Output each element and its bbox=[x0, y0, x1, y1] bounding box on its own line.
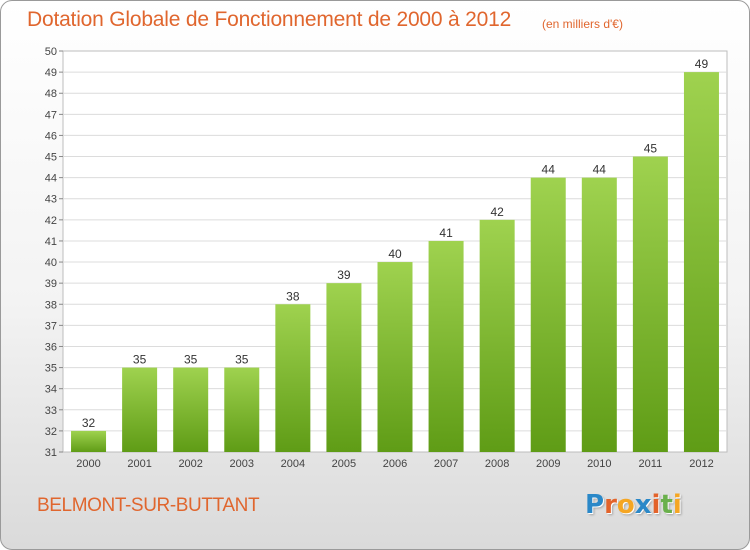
x-tick-label-2009: 2009 bbox=[536, 458, 560, 470]
x-tick-label-2012: 2012 bbox=[689, 458, 713, 470]
data-label-2006: 40 bbox=[388, 247, 402, 261]
logo-letter: i bbox=[672, 490, 682, 520]
data-label-2007: 41 bbox=[439, 226, 453, 240]
bar-2007 bbox=[428, 240, 464, 452]
data-label-2011: 45 bbox=[644, 142, 658, 156]
logo-letter: x bbox=[634, 490, 652, 520]
y-tick-label: 37 bbox=[45, 320, 57, 332]
data-label-2004: 38 bbox=[286, 289, 300, 303]
logo-letter: t bbox=[660, 490, 673, 520]
commune-name: BELMONT-SUR-BUTTANT bbox=[37, 495, 260, 516]
y-tick-label: 46 bbox=[45, 130, 57, 142]
data-label-2003: 35 bbox=[235, 353, 249, 367]
logo-letter: o bbox=[616, 490, 635, 520]
bar-2004 bbox=[275, 304, 311, 452]
y-tick-label: 40 bbox=[45, 257, 57, 269]
data-label-2010: 44 bbox=[593, 163, 607, 177]
x-tick-label-2006: 2006 bbox=[383, 458, 407, 470]
y-tick-label: 31 bbox=[45, 447, 57, 459]
y-axis: 31 32 33 34 35 36 37 38 39 40 41 42 43 44 45 46 47 48 49 50 bbox=[45, 46, 63, 459]
bar-2000 bbox=[71, 430, 107, 452]
y-tick-label: 38 bbox=[45, 299, 57, 311]
x-tick-label-2004: 2004 bbox=[281, 458, 305, 470]
bar-2003 bbox=[224, 367, 260, 452]
data-label-2005: 39 bbox=[337, 268, 351, 282]
bar-2009 bbox=[530, 177, 566, 452]
data-label-2012: 49 bbox=[695, 57, 709, 71]
y-tick-label: 43 bbox=[45, 194, 57, 206]
logo-letter: r bbox=[604, 490, 617, 520]
x-tick-label-2005: 2005 bbox=[332, 458, 356, 470]
bar-2008 bbox=[479, 219, 515, 452]
bars: 32 35 35 35 38 39 40 41 42 44 44 45 49 bbox=[71, 57, 719, 453]
y-tick-label: 45 bbox=[45, 152, 57, 164]
x-tick-label-2007: 2007 bbox=[434, 458, 458, 470]
y-tick-label: 34 bbox=[45, 384, 57, 396]
y-tick-label: 39 bbox=[45, 278, 57, 290]
y-tick-label: 47 bbox=[45, 109, 57, 121]
y-tick-label: 35 bbox=[45, 363, 57, 375]
chart-subtitle: (en milliers d'€) bbox=[542, 17, 623, 31]
bar-2010 bbox=[581, 177, 617, 452]
x-tick-label-2001: 2001 bbox=[127, 458, 151, 470]
bar-2002 bbox=[173, 367, 209, 452]
bar-2001 bbox=[122, 367, 158, 452]
y-tick-label: 33 bbox=[45, 405, 57, 417]
y-tick-label: 42 bbox=[45, 215, 57, 227]
y-tick-label: 44 bbox=[45, 173, 57, 185]
data-label-2000: 32 bbox=[82, 416, 96, 430]
bar-2005 bbox=[326, 283, 362, 452]
x-tick-label-2011: 2011 bbox=[639, 458, 663, 470]
bar-2006 bbox=[377, 262, 413, 452]
logo-letter: i bbox=[651, 490, 661, 520]
y-tick-label: 50 bbox=[45, 46, 57, 58]
data-label-2009: 44 bbox=[542, 163, 556, 177]
bar-2011 bbox=[632, 156, 668, 453]
data-label-2001: 35 bbox=[133, 353, 147, 367]
y-tick-label: 48 bbox=[45, 88, 57, 100]
x-tick-label-2010: 2010 bbox=[587, 458, 611, 470]
logo-letter: P bbox=[585, 490, 605, 520]
y-tick-label: 36 bbox=[45, 341, 57, 353]
data-label-2008: 42 bbox=[490, 205, 504, 219]
x-tick-label-2000: 2000 bbox=[76, 458, 100, 470]
bar-2012 bbox=[683, 72, 719, 453]
data-label-2002: 35 bbox=[184, 353, 198, 367]
x-tick-label-2002: 2002 bbox=[178, 458, 202, 470]
x-tick-label-2008: 2008 bbox=[485, 458, 509, 470]
proxiti-logo[interactable]: Proxiti bbox=[585, 490, 682, 520]
chart-title: Dotation Globale de Fonctionnement de 20… bbox=[27, 8, 512, 31]
x-tick-label-2003: 2003 bbox=[230, 458, 254, 470]
y-tick-label: 49 bbox=[45, 67, 57, 79]
y-tick-label: 41 bbox=[45, 236, 57, 248]
y-tick-label: 32 bbox=[45, 426, 57, 438]
x-axis: 2000 2001 2002 2003 2004 2005 2006 2007 2008 2009… bbox=[76, 458, 713, 470]
